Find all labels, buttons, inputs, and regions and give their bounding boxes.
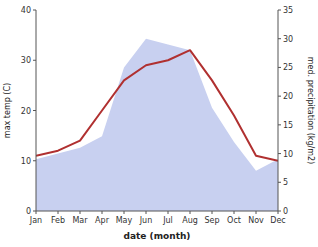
x-tick-label: Feb <box>51 216 65 225</box>
y2-tick <box>278 67 281 68</box>
x-tick <box>124 211 125 214</box>
x-tick-label: Jul <box>162 216 173 225</box>
x-tick <box>58 211 59 214</box>
y-tick <box>33 60 36 61</box>
y-tick-label: 10 <box>21 157 31 166</box>
y2-tick <box>278 211 281 212</box>
x-tick <box>168 211 169 214</box>
x-tick-label: Mar <box>72 216 88 225</box>
x-tick-label: Sep <box>204 216 219 225</box>
chart: JanFebMarAprMayJunJulAugSepOctNovDec0102… <box>0 0 318 247</box>
y2-tick-label: 35 <box>283 6 293 15</box>
y-axis-label: max temp (C) <box>3 83 12 138</box>
x-tick-label: Aug <box>182 216 198 225</box>
y2-tick-label: 30 <box>283 35 293 44</box>
y2-axis-line <box>278 10 279 211</box>
y-tick <box>33 211 36 212</box>
y-tick-label: 0 <box>26 207 31 216</box>
y-tick-label: 20 <box>21 107 31 116</box>
x-tick <box>256 211 257 214</box>
x-tick <box>102 211 103 214</box>
x-tick <box>212 211 213 214</box>
x-tick-label: May <box>116 216 133 225</box>
plot-area <box>36 39 278 211</box>
y2-tick-label: 15 <box>283 121 293 130</box>
y-tick-label: 40 <box>21 6 31 15</box>
x-tick <box>234 211 235 214</box>
y2-tick <box>278 38 281 39</box>
y-tick <box>33 110 36 111</box>
y-tick <box>33 10 36 11</box>
y2-tick <box>278 124 281 125</box>
y2-tick-label: 10 <box>283 150 293 159</box>
x-tick-label: Dec <box>270 216 285 225</box>
x-axis-line <box>36 211 278 212</box>
y2-tick-label: 25 <box>283 63 293 72</box>
y-tick <box>33 160 36 161</box>
y2-tick-label: 0 <box>283 207 288 216</box>
y2-tick <box>278 10 281 11</box>
precipitation-area <box>36 39 278 211</box>
y2-tick <box>278 182 281 183</box>
temperature-line <box>36 50 278 161</box>
y2-tick <box>278 96 281 97</box>
x-tick-label: Oct <box>227 216 241 225</box>
y2-tick-label: 20 <box>283 92 293 101</box>
x-tick-label: Jun <box>139 216 153 225</box>
x-tick-label: Jan <box>29 216 42 225</box>
x-tick <box>146 211 147 214</box>
x-axis-label: date (month) <box>124 231 191 241</box>
x-tick-label: Nov <box>248 216 264 225</box>
x-tick <box>80 211 81 214</box>
y2-axis-label: med. precipitation (kg/m2) <box>306 57 315 164</box>
x-tick <box>190 211 191 214</box>
x-tick-label: Apr <box>95 216 110 225</box>
y2-tick-label: 5 <box>283 178 288 187</box>
y2-tick <box>278 153 281 154</box>
y-tick-label: 30 <box>21 56 31 65</box>
